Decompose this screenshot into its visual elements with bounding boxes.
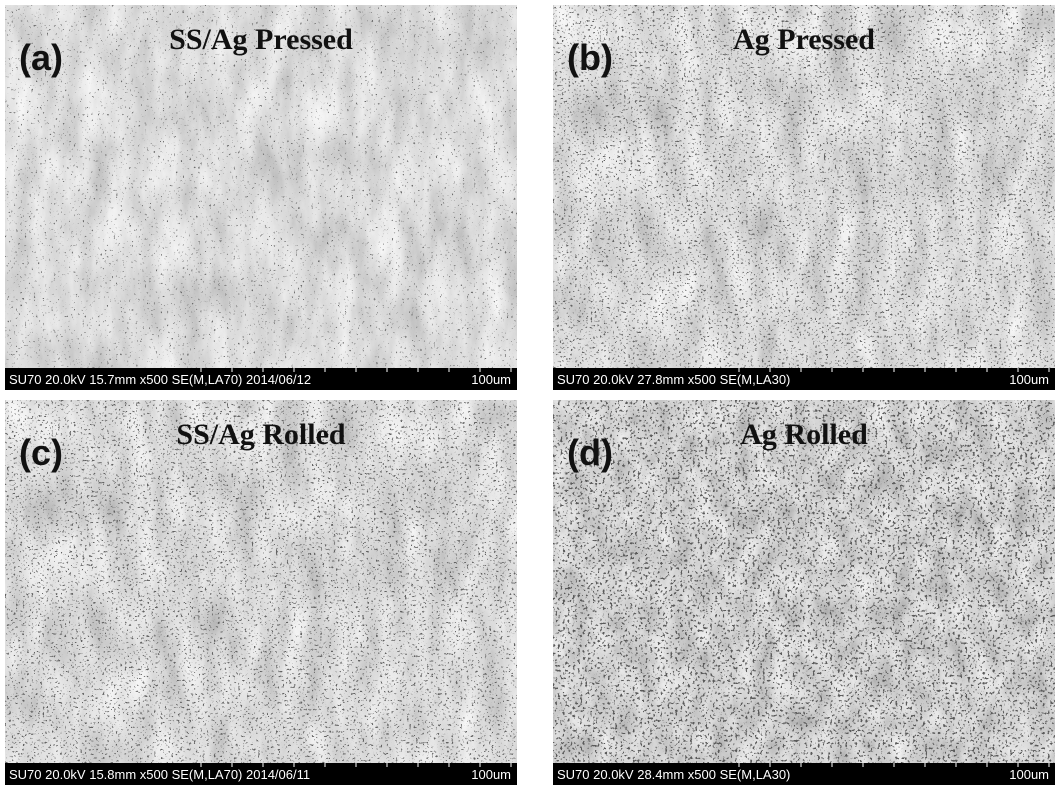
scale-label: 100um — [471, 372, 511, 387]
scale-label: 100um — [471, 767, 511, 782]
scale-label: 100um — [1009, 767, 1049, 782]
info-bar: SU70 20.0kV 15.7mm x500 SE(M,LA70) 2014/… — [5, 368, 517, 390]
scale-label: 100um — [1009, 372, 1049, 387]
panel-title: SS/Ag Pressed — [5, 23, 517, 57]
micrograph — [5, 400, 517, 785]
info-bar: SU70 20.0kV 27.8mm x500 SE(M,LA30) 100um — [553, 368, 1055, 390]
info-text: SU70 20.0kV 15.7mm x500 SE(M,LA70) 2014/… — [9, 372, 311, 387]
micrograph — [553, 400, 1055, 785]
micrograph — [5, 5, 517, 390]
figure: (a) SS/Ag Pressed SU70 20.0kV 15.7mm x50… — [0, 0, 1055, 785]
panel-title: SS/Ag Rolled — [5, 418, 517, 452]
info-text: SU70 20.0kV 28.4mm x500 SE(M,LA30) — [557, 767, 790, 782]
panel: (d) Ag Rolled SU70 20.0kV 28.4mm x500 SE… — [553, 400, 1055, 785]
panel: (c) SS/Ag Rolled SU70 20.0kV 15.8mm x500… — [5, 400, 517, 785]
panel: (a) SS/Ag Pressed SU70 20.0kV 15.7mm x50… — [5, 5, 517, 390]
panel-title: Ag Pressed — [553, 23, 1055, 57]
panel-title: Ag Rolled — [553, 418, 1055, 452]
info-bar: SU70 20.0kV 15.8mm x500 SE(M,LA70) 2014/… — [5, 763, 517, 785]
micrograph — [553, 5, 1055, 390]
info-text: SU70 20.0kV 15.8mm x500 SE(M,LA70) 2014/… — [9, 767, 310, 782]
panel: (b) Ag Pressed SU70 20.0kV 27.8mm x500 S… — [553, 5, 1055, 390]
info-bar: SU70 20.0kV 28.4mm x500 SE(M,LA30) 100um — [553, 763, 1055, 785]
info-text: SU70 20.0kV 27.8mm x500 SE(M,LA30) — [557, 372, 790, 387]
